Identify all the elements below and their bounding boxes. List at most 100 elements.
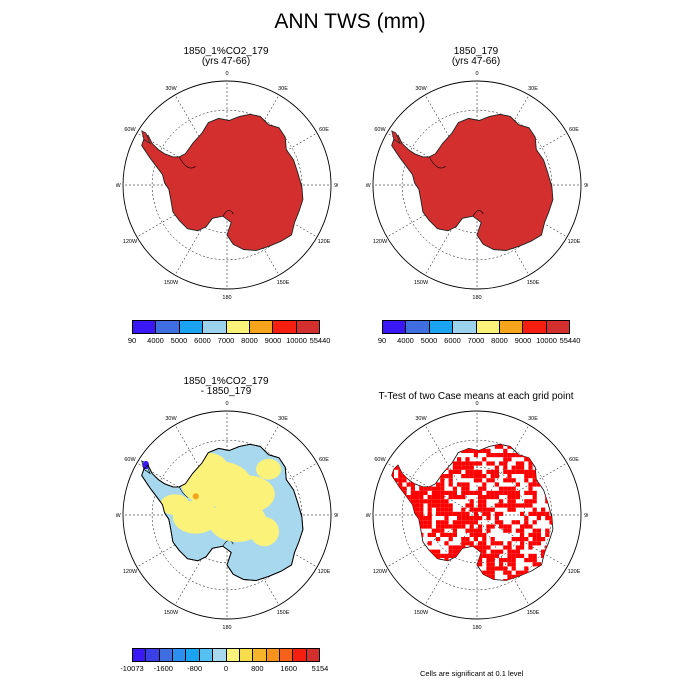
map4-sig-cell bbox=[532, 574, 537, 579]
map4-sig-cell bbox=[444, 474, 449, 479]
cb3-swatch-9 bbox=[253, 649, 267, 661]
map4-sig-cell bbox=[579, 600, 583, 604]
map4-sig-cell bbox=[449, 428, 453, 432]
map3-lon-label-120e: 120E bbox=[318, 569, 331, 575]
map4-sig-cell bbox=[398, 549, 403, 554]
map4-sig-cell bbox=[373, 608, 377, 612]
map4-sig-cell bbox=[391, 474, 394, 479]
map4-sig-cell bbox=[452, 444, 457, 449]
map4-sig-cell bbox=[566, 512, 570, 516]
map4-sig-cell bbox=[524, 444, 529, 449]
map4-sig-cell bbox=[478, 516, 483, 521]
map4-sig-cell bbox=[453, 419, 457, 423]
map4-sig-cell bbox=[410, 570, 415, 575]
map4-sig-cell bbox=[515, 579, 520, 581]
map4-sig-cell bbox=[386, 516, 390, 520]
map4-sig-cell bbox=[524, 499, 529, 504]
map4-sig-cell bbox=[474, 587, 478, 591]
map4-sig-cell bbox=[461, 448, 466, 453]
map4-sig-cell bbox=[486, 428, 490, 432]
map4-sig-cell bbox=[436, 419, 440, 423]
map4-sig-cell bbox=[473, 528, 478, 533]
map4-sig-cell bbox=[532, 469, 537, 474]
map4-sig-cell bbox=[402, 428, 406, 432]
map4-sig-cell bbox=[423, 566, 428, 571]
map4-lon-label-120w: 120W bbox=[373, 569, 388, 575]
map4-sig-cell bbox=[381, 424, 385, 428]
map4-sig-cell bbox=[386, 524, 390, 528]
map4-sig-cell bbox=[570, 487, 574, 491]
map4-sig-cell bbox=[461, 490, 466, 495]
map4-sig-cell bbox=[503, 596, 507, 600]
map4-sig-cell bbox=[554, 495, 558, 499]
map4-sig-cell bbox=[457, 524, 462, 529]
map4-sig-cell bbox=[394, 511, 399, 516]
map4-sig-cell bbox=[423, 436, 427, 440]
map4-sig-cell bbox=[558, 487, 562, 491]
map4-sig-cell bbox=[490, 478, 495, 483]
map1-map-boundary bbox=[122, 80, 332, 290]
map4-sig-cell bbox=[449, 596, 453, 600]
map4-sig-cell bbox=[562, 482, 566, 486]
map4-sig-cell bbox=[575, 579, 579, 583]
map4-sig-cell bbox=[465, 448, 470, 453]
map4-sig-cell bbox=[453, 600, 457, 604]
map4-sig-cell bbox=[482, 596, 486, 600]
map4-sig-cell bbox=[394, 592, 398, 596]
map4-sig-cell bbox=[515, 528, 520, 533]
map4-sig-cell bbox=[415, 411, 419, 415]
map4-sig-cell bbox=[410, 549, 415, 554]
map4-sig-cell bbox=[390, 583, 394, 587]
map4-sig-cell bbox=[499, 436, 503, 440]
map4-lon-label-90w: 90W bbox=[366, 513, 371, 519]
map4-sig-cell bbox=[515, 490, 520, 495]
map4-sig-cell bbox=[515, 545, 520, 550]
map4-sig-cell bbox=[391, 490, 394, 495]
map4-sig-cell bbox=[381, 499, 385, 503]
map4-sig-cell bbox=[452, 549, 457, 554]
map4-sig-cell bbox=[549, 424, 553, 428]
map4-sig-cell bbox=[516, 411, 520, 415]
map4-sig-cell bbox=[398, 532, 403, 537]
map4-sig-cell bbox=[503, 490, 508, 495]
map4-sig-cell bbox=[394, 486, 399, 491]
map4-sig-cell bbox=[473, 545, 478, 550]
map4-sig-cell bbox=[410, 444, 415, 449]
map4-sig-cell bbox=[490, 558, 495, 563]
map3-lon-label-60w: 60W bbox=[124, 457, 136, 463]
map4-sig-cell bbox=[410, 507, 415, 512]
map4-sig-cell bbox=[528, 444, 533, 445]
map4-sig-cell bbox=[431, 490, 436, 495]
map4-sig-cell bbox=[377, 449, 381, 453]
map4-sig-cell bbox=[482, 592, 486, 596]
map4-sig-cell bbox=[415, 453, 420, 458]
cb1-swatch-4 bbox=[226, 321, 250, 333]
map4-sig-cell bbox=[474, 432, 478, 436]
map4-sig-cell bbox=[516, 592, 520, 596]
map4-latitude-circle-1 bbox=[428, 466, 526, 564]
map2-map-boundary bbox=[372, 80, 582, 290]
map4-sig-cell bbox=[407, 411, 411, 415]
cb2-label-7: 10000 bbox=[536, 336, 557, 345]
map4-sig-cell bbox=[440, 465, 445, 470]
map4-sig-cell bbox=[473, 444, 478, 445]
map4-sig-cell bbox=[402, 457, 407, 462]
map4-sig-cell bbox=[444, 511, 449, 516]
map4-sig-cell bbox=[427, 574, 432, 579]
map4-sig-cell bbox=[545, 617, 549, 621]
map4-sig-cell bbox=[499, 592, 503, 596]
map4-sig-cell bbox=[457, 482, 462, 487]
map4-sig-cell bbox=[536, 444, 541, 449]
map4-sig-cell bbox=[478, 562, 483, 567]
map4-sig-cell bbox=[436, 558, 441, 563]
map4-sig-cell bbox=[503, 419, 507, 423]
cb3-swatch-3 bbox=[173, 649, 187, 661]
map4-sig-cell bbox=[448, 478, 453, 483]
map4-sig-cell bbox=[494, 474, 499, 479]
map4-sig-cell bbox=[410, 528, 415, 533]
map4-sig-cell bbox=[566, 508, 570, 512]
map4-sig-cell bbox=[511, 503, 516, 508]
map4-sig-cell bbox=[575, 424, 579, 428]
map4-sig-cell bbox=[428, 411, 432, 415]
map4-sig-cell bbox=[512, 424, 516, 428]
